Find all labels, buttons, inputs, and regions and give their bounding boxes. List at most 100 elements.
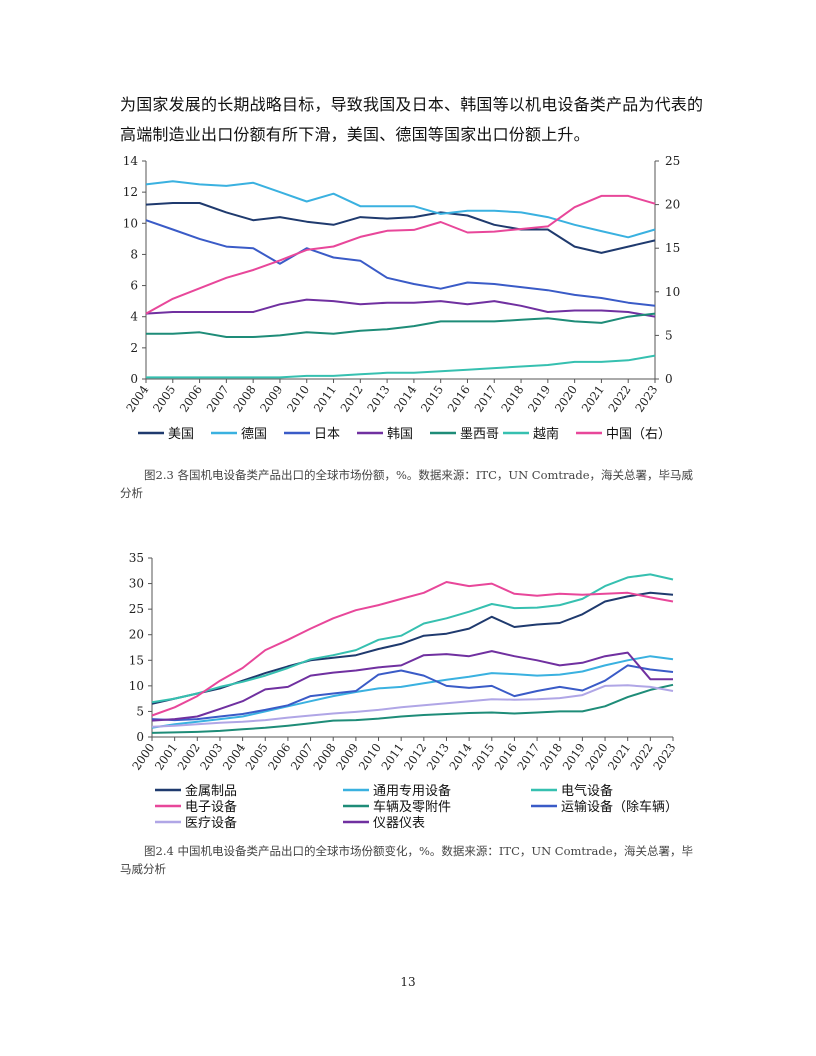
y-tick-label: 6: [130, 279, 138, 293]
y-tick-label: 8: [130, 247, 138, 261]
x-tick-label: 2018: [537, 741, 565, 773]
y-tick-label: 30: [129, 577, 144, 591]
x-tick-label: 2013: [424, 741, 452, 773]
figure-2-3-caption: 图2.3 各国机电设备类产品出口的全球市场份额，%。数据来源：ITC，UN Co…: [120, 468, 694, 500]
y-tick-label: 10: [129, 679, 144, 693]
series-line-5: [146, 354, 656, 379]
x-tick-label: 2022: [605, 383, 633, 415]
y2-tick-label: 25: [665, 154, 680, 168]
x-tick-label: 2021: [605, 741, 633, 773]
legend-label: 中国（右）: [606, 427, 671, 442]
x-tick-label: 2019: [560, 741, 588, 773]
y-tick-label: 14: [123, 154, 139, 168]
x-tick-label: 2014: [446, 741, 474, 773]
series-line-5: [151, 664, 674, 722]
x-tick-label: 2015: [418, 383, 446, 415]
series-line-0: [145, 202, 656, 254]
x-tick-label: 2022: [628, 741, 656, 773]
legend-label: 越南: [533, 426, 559, 442]
body-paragraph: 为国家发展的长期战略目标，导致我国及日本、韩国等以机电设备类产品为代表的 高端制…: [120, 90, 710, 150]
x-tick-label: 2016: [492, 741, 520, 773]
y-tick-label: 0: [136, 730, 144, 744]
x-tick-label: 2023: [632, 383, 660, 415]
x-tick-label: 2002: [174, 741, 202, 773]
series-line-1: [145, 180, 656, 239]
series-line-2: [145, 219, 656, 307]
x-tick-label: 2005: [150, 383, 178, 415]
figure-2-4-caption: 图2.4 中国机电设备类产品出口的全球市场份额变化，%。数据来源：ITC，UN …: [120, 844, 694, 876]
legend-label: 德国: [241, 427, 267, 442]
x-tick-label: 2008: [230, 383, 258, 415]
page-number: 13: [400, 975, 416, 989]
series-line-4: [146, 312, 656, 338]
china-category-share-chart: 0510152025303520002001200220032004200520…: [129, 551, 679, 831]
series-line-4: [151, 683, 674, 734]
x-tick-label: 2007: [204, 383, 232, 415]
x-tick-label: 2000: [129, 741, 157, 773]
y2-tick-label: 10: [665, 285, 680, 299]
series-line-2: [151, 573, 674, 704]
x-tick-label: 2011: [378, 741, 406, 773]
x-tick-label: 2015: [469, 741, 497, 773]
legend-label: 电子设备: [185, 799, 237, 815]
y-tick-label: 0: [130, 372, 138, 386]
legend-label: 日本: [314, 427, 340, 442]
y-tick-label: 15: [129, 653, 144, 667]
x-tick-label: 2005: [242, 741, 270, 773]
series-line-3: [145, 298, 656, 318]
x-tick-label: 2018: [498, 383, 526, 415]
x-tick-label: 2006: [265, 741, 293, 773]
legend-label: 金属制品: [185, 783, 237, 799]
legend-label: 医疗设备: [185, 815, 237, 831]
legend-label: 韩国: [387, 427, 413, 442]
y-tick-label: 20: [129, 628, 144, 642]
y-tick-label: 25: [129, 602, 144, 616]
x-tick-label: 2012: [401, 741, 429, 773]
paragraph-line-1: 为国家发展的长期战略目标，导致我国及日本、韩国等以机电设备类产品为代表的: [120, 95, 704, 114]
series-line-3: [151, 581, 674, 717]
y-tick-label: 10: [123, 216, 138, 230]
x-tick-label: 2007: [288, 741, 316, 773]
x-tick-label: 2003: [197, 741, 225, 773]
legend-label: 仪器仪表: [373, 816, 425, 831]
series-line-6: [145, 194, 656, 315]
x-tick-label: 2004: [220, 741, 248, 773]
legend-label: 墨西哥: [460, 427, 499, 442]
legend-label: 运输设备（除车辆）: [561, 799, 678, 815]
y2-tick-label: 15: [665, 241, 680, 255]
y2-tick-label: 20: [665, 198, 680, 212]
country-share-chart: 0246810121405101520252004200520062007200…: [123, 154, 681, 442]
legend-label: 车辆及零附件: [373, 799, 451, 815]
x-tick-label: 2006: [177, 383, 205, 415]
paragraph-line-2: 高端制造业出口份额有所下滑，美国、德国等国家出口份额上升。: [120, 125, 590, 144]
x-tick-label: 2017: [514, 741, 542, 773]
x-tick-label: 2020: [582, 741, 610, 773]
x-tick-label: 2021: [579, 383, 607, 415]
x-tick-label: 2016: [445, 383, 473, 415]
legend-label: 通用专用设备: [373, 783, 451, 799]
series-line-0: [151, 591, 674, 705]
x-tick-label: 2023: [650, 741, 678, 773]
x-tick-label: 2013: [364, 383, 392, 415]
series-line-6: [151, 684, 674, 728]
x-tick-label: 2009: [333, 741, 361, 773]
y-tick-label: 4: [130, 310, 138, 324]
legend-label: 电气设备: [561, 783, 613, 799]
series-line-1: [151, 655, 674, 729]
x-tick-label: 2008: [310, 741, 338, 773]
x-tick-label: 2010: [284, 383, 312, 415]
x-tick-label: 2020: [552, 383, 580, 415]
x-tick-label: 2001: [152, 741, 180, 773]
x-tick-label: 2010: [356, 741, 384, 773]
x-tick-label: 2009: [257, 383, 285, 415]
x-tick-label: 2017: [471, 383, 499, 415]
series-line-7: [151, 650, 673, 722]
y-tick-label: 12: [123, 185, 138, 199]
y-tick-label: 5: [136, 704, 144, 718]
x-tick-label: 2012: [338, 383, 366, 415]
x-tick-label: 2004: [123, 383, 151, 415]
x-tick-label: 2011: [311, 383, 339, 415]
x-tick-label: 2014: [391, 383, 419, 415]
y-tick-label: 2: [130, 341, 138, 355]
legend-label: 美国: [168, 427, 194, 442]
